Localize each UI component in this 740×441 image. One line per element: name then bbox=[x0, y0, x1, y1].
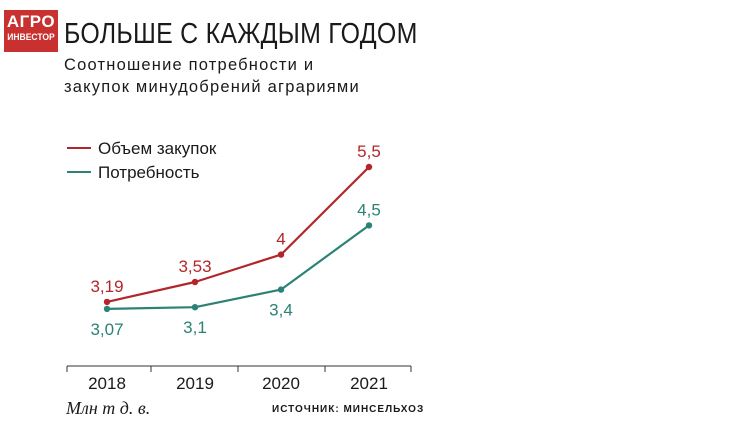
x-tick-label-2021: 2021 bbox=[350, 374, 388, 393]
x-tick-label-2018: 2018 bbox=[88, 374, 126, 393]
legend-label-0: Объем закупок bbox=[98, 139, 217, 158]
data-point-0-0 bbox=[103, 298, 111, 306]
unit-label: Млн т д. в. bbox=[66, 398, 151, 418]
x-tick-label-2019: 2019 bbox=[176, 374, 214, 393]
legend-label-1: Потребность bbox=[98, 163, 200, 182]
data-label-0-1: 3,53 bbox=[178, 257, 211, 276]
data-point-0-2 bbox=[277, 251, 285, 258]
data-point-1-2 bbox=[277, 286, 285, 293]
chart-subtitle: Соотношение потребности и закупок минудо… bbox=[64, 56, 360, 96]
x-tick-label-2020: 2020 bbox=[262, 374, 300, 393]
logo-line-1: АГРО bbox=[6, 12, 56, 31]
data-point-1-1 bbox=[191, 304, 199, 311]
series-line-0 bbox=[106, 166, 370, 303]
data-label-0-3: 5,5 bbox=[357, 142, 381, 161]
chart-title: БОЛЬШЕ С КАЖДЫМ ГОДОМ bbox=[64, 18, 418, 50]
logo-line-2: ИНВЕСТОР bbox=[7, 32, 55, 43]
data-point-1-3 bbox=[365, 222, 373, 229]
data-point-1-0 bbox=[103, 305, 111, 313]
data-label-1-1: 3,1 bbox=[183, 318, 207, 337]
data-label-1-3: 4,5 bbox=[357, 200, 381, 219]
data-point-0-3 bbox=[365, 163, 373, 171]
brand-logo: АГРО ИНВЕСТОР bbox=[4, 10, 58, 52]
series-line-1 bbox=[106, 224, 370, 310]
data-point-0-1 bbox=[191, 278, 199, 286]
data-label-1-2: 3,4 bbox=[269, 301, 293, 320]
source-note: ИСТОЧНИК: МИНСЕЛЬХОЗ bbox=[272, 404, 425, 415]
data-label-0-0: 3,19 bbox=[90, 277, 123, 296]
data-label-1-0: 3,07 bbox=[90, 320, 123, 339]
data-label-0-2: 4 bbox=[276, 230, 285, 249]
